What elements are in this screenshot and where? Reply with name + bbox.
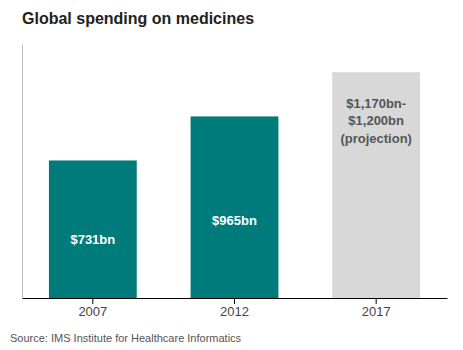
x-tick-label: 2012 (220, 304, 249, 319)
source-note: Source: IMS Institute for Healthcare Inf… (10, 332, 242, 344)
x-tick: 2012 (220, 298, 249, 319)
x-tick-mark (234, 298, 235, 304)
y-axis (22, 45, 23, 299)
chart-svg: 2007 2012 2017 $731bn $965bn $1,170bn- $1,200b… (0, 0, 463, 350)
data-label-line: (projection) (340, 131, 412, 146)
data-label-line: $731bn (70, 232, 115, 247)
chart-container: 2007 2012 2017 $731bn $965bn $1,170bn- $1,200b… (0, 0, 463, 350)
bar (191, 116, 279, 298)
bar (332, 72, 420, 298)
x-tick: 2017 (362, 298, 391, 319)
bars (49, 72, 420, 298)
data-label-line: $965bn (212, 213, 257, 228)
bar (49, 160, 137, 298)
x-tick-label: 2017 (362, 304, 391, 319)
plot-area: 2007 2012 2017 $731bn $965bn $1,170bn- $1,200b… (23, 45, 448, 320)
data-labels: $731bn $965bn $1,170bn- $1,200bn (projection… (70, 96, 411, 247)
x-tick-mark (92, 298, 93, 304)
data-label: $1,170bn- $1,200bn (projection) (340, 96, 412, 146)
chart-title: Global spending on medicines (22, 10, 254, 27)
data-label-line: $1,170bn- (346, 96, 406, 111)
x-tick-label: 2007 (78, 304, 107, 319)
x-axis: 2007 2012 2017 (23, 298, 448, 319)
data-label: $731bn (70, 232, 115, 247)
data-label: $965bn (212, 213, 257, 228)
x-tick-mark (376, 298, 377, 304)
data-label-line: $1,200bn (348, 113, 404, 128)
y-axis-line (22, 45, 23, 299)
x-tick: 2007 (78, 298, 107, 319)
